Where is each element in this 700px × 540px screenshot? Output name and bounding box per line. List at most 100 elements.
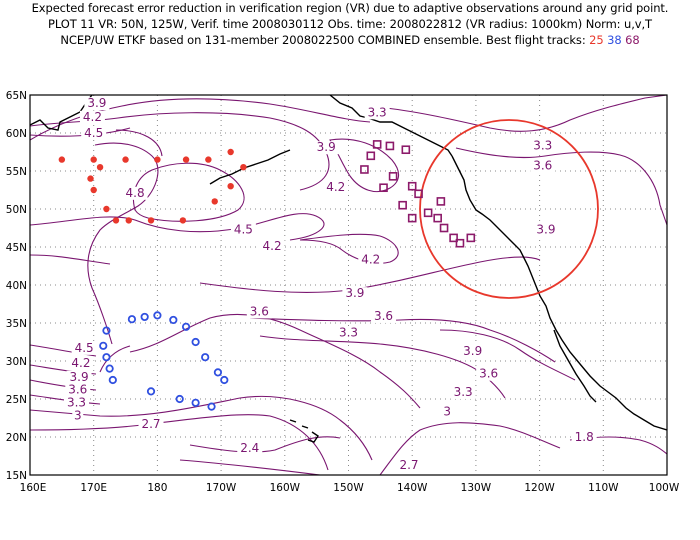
track-a-point: [122, 156, 129, 163]
contour-label-bg: [358, 253, 384, 267]
track-b-point: [207, 402, 216, 411]
contour-line: [299, 233, 399, 264]
contour-label-bg: [336, 326, 361, 340]
graticule: [30, 95, 667, 475]
contour-line: [30, 395, 373, 461]
contour-label: 3.3: [67, 396, 86, 410]
track-c-point: [433, 213, 442, 223]
contour-label-bg: [71, 341, 97, 355]
contour-line: [189, 436, 341, 453]
contour-label-bg: [364, 106, 390, 120]
contour-label-bg: [450, 385, 476, 399]
track-c-point: [414, 189, 423, 199]
contour-label-bg: [237, 442, 263, 456]
longitude-axis: 160E 170E 180 170W 160W 150W 140W 130W 1…: [20, 482, 680, 494]
header-ensemble-line: NCEP/UW ETKF based on 131-member 2008022…: [0, 33, 700, 47]
contours: [30, 95, 667, 475]
track-b-point: [191, 398, 200, 407]
contour-label: 3.9: [345, 286, 364, 300]
track-c-point: [455, 238, 465, 248]
contour-label-bg: [460, 344, 486, 358]
contour-line: [129, 313, 421, 409]
contour-label-bg: [476, 367, 502, 381]
contour-label-bg: [84, 97, 110, 111]
contour-label-bg: [571, 430, 597, 444]
coastlines: [30, 95, 667, 443]
contour-line: [30, 344, 97, 357]
track-c-point: [407, 213, 417, 223]
contour-line: [133, 162, 245, 222]
contour-line: [30, 213, 325, 241]
track-c-point: [423, 208, 433, 218]
contour-line: [99, 345, 131, 373]
track-c-point: [372, 140, 382, 149]
track-b-point: [146, 387, 156, 396]
track-a-point: [211, 198, 218, 205]
lat-tick-label: 40N: [6, 280, 27, 292]
contour-label: 3.3: [533, 139, 552, 153]
contour-label: 3: [443, 405, 451, 419]
contour-label-bg: [342, 287, 368, 301]
contour-label-bg: [533, 223, 559, 237]
contour-label-bg: [246, 305, 272, 319]
track-c-point: [385, 141, 395, 151]
contour-label: 3.3: [339, 326, 358, 340]
track-a-point: [112, 217, 120, 224]
contour-line: [179, 459, 321, 475]
track-a-label: 25: [589, 33, 604, 47]
track-b-point: [127, 315, 137, 324]
contour-line: [455, 147, 667, 226]
contour-label-bg: [66, 370, 92, 384]
coastline-baja: [553, 329, 597, 403]
contour-label-bg: [122, 186, 148, 200]
contour-line: [249, 317, 556, 363]
coastline-alaska: [329, 95, 453, 157]
track-b-point: [175, 394, 184, 404]
lon-tick-label: 110W: [588, 482, 619, 494]
track-a-point: [179, 217, 187, 224]
contour-label-bg: [396, 458, 422, 472]
contour-label: 3.6: [250, 304, 269, 318]
verification-region-circle: [419, 119, 599, 299]
lat-tick-label: 65N: [6, 90, 27, 102]
contour-label: 3.9: [463, 344, 482, 358]
track-b-point: [181, 322, 191, 331]
track-a-point: [154, 156, 161, 163]
contour-label: 3.9: [70, 370, 89, 384]
contour-label: 1.8: [575, 430, 594, 444]
contour-label: 2.7: [399, 458, 418, 472]
flight-tracks: [58, 140, 476, 411]
contour-label: 3.6: [374, 309, 393, 323]
header-ensemble-text: NCEP/UW ETKF based on 131-member 2008022…: [60, 33, 586, 47]
contour-label: 4.5: [84, 126, 103, 140]
track-a-point: [147, 217, 155, 224]
contour-line: [30, 414, 329, 471]
header-title-line: Expected forecast error reduction in ver…: [31, 1, 669, 15]
contour-label: 3: [74, 409, 82, 423]
lon-tick-label: 170W: [206, 482, 237, 494]
coastline-aleutians: [209, 149, 291, 185]
contour-label: 4.2: [71, 356, 90, 370]
contour-label-bg: [138, 417, 164, 431]
track-b-point: [105, 364, 114, 373]
contour-line: [30, 112, 330, 191]
lon-tick-label: 120W: [524, 482, 555, 494]
header-verification-line: PLOT 11 VR: 50N, 125W, Verif. time 20080…: [48, 17, 652, 31]
contour-label-bg: [68, 357, 94, 371]
contour-label-bg: [79, 110, 105, 124]
contour-label-bg: [81, 126, 107, 140]
track-c-point: [379, 183, 388, 193]
contour-label: 4.2: [326, 180, 345, 194]
contour-label-bg: [530, 139, 556, 153]
lon-tick-label: 180: [147, 482, 167, 494]
lat-tick-label: 45N: [6, 242, 27, 254]
contour-label: 3.6: [479, 367, 498, 381]
track-b-point: [102, 326, 111, 335]
plot-header: Expected forecast error reduction in ver…: [0, 0, 700, 66]
track-c-point: [401, 145, 411, 155]
lat-tick-label: 55N: [6, 166, 27, 178]
contour-line: [87, 142, 159, 345]
contour-label: 3.3: [454, 385, 473, 399]
track-c-point: [436, 197, 446, 206]
